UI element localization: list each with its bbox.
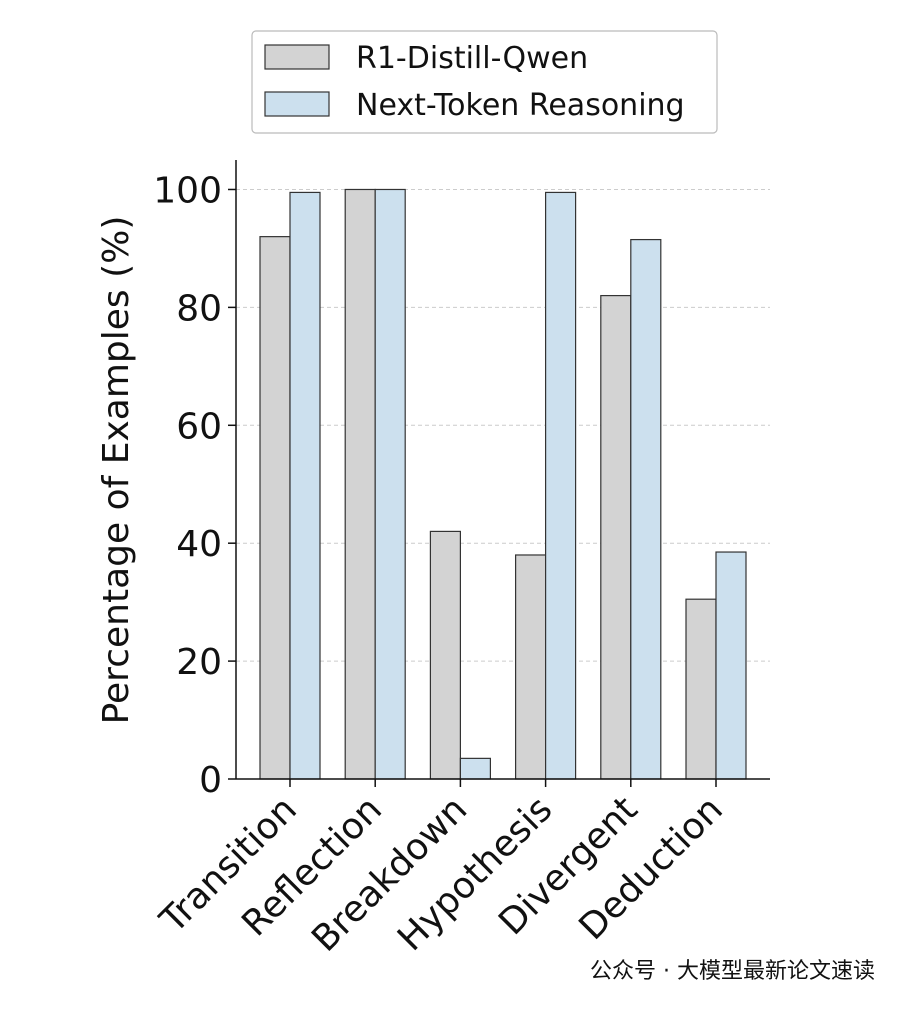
bar <box>289 191 321 780</box>
y-tick-label: 40 <box>176 524 222 565</box>
y-tick-label: 100 <box>153 170 222 211</box>
legend-swatch <box>264 91 330 117</box>
y-tick-label: 20 <box>176 642 222 683</box>
bar <box>344 188 376 780</box>
y-tick-label: 60 <box>176 406 222 447</box>
bar <box>600 294 632 780</box>
bar <box>259 236 291 780</box>
bar <box>685 598 717 780</box>
bar <box>459 757 491 780</box>
legend-box <box>251 30 718 134</box>
watermark: 公众号 · 大模型最新论文速读 <box>590 959 875 984</box>
bar <box>374 188 406 780</box>
y-axis-label: Percentage of Examples (%) <box>96 216 137 725</box>
legend-label: R1-Distill-Qwen <box>356 41 588 76</box>
bar <box>514 554 547 780</box>
y-tick-label: 80 <box>176 288 222 329</box>
bar <box>715 551 747 780</box>
bar <box>544 191 577 780</box>
y-tick-label: 0 <box>199 760 222 801</box>
bar <box>630 238 662 780</box>
legend-label: Next-Token Reasoning <box>356 88 685 123</box>
legend-swatch <box>264 44 330 70</box>
bar <box>429 530 461 780</box>
